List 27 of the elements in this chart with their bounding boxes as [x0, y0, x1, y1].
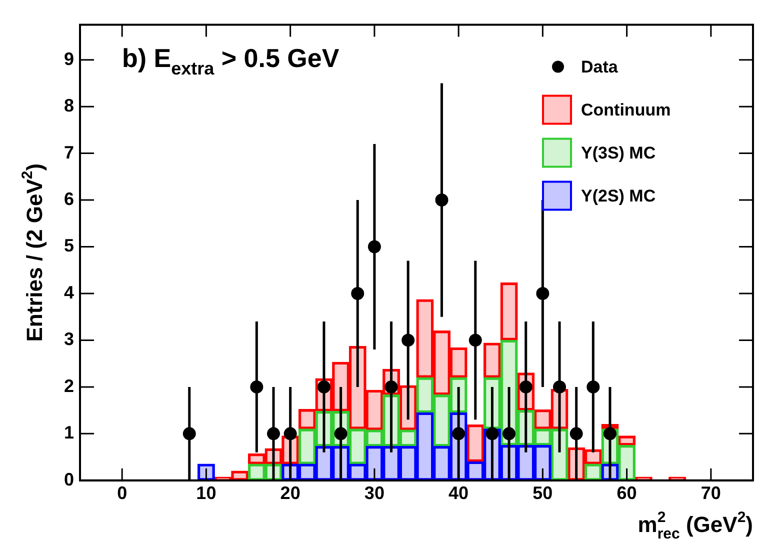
bar — [466, 424, 484, 462]
legend-label: Υ(3S) MC — [581, 143, 656, 162]
y-tick-label: 6 — [64, 189, 74, 209]
y-tick-label: 8 — [64, 96, 74, 116]
x-tick-label: 40 — [448, 483, 469, 504]
x-tick-label: 30 — [364, 483, 384, 504]
bar — [483, 342, 501, 378]
bar — [618, 436, 636, 446]
y-tick-label: 2 — [64, 376, 74, 396]
x-tick-label: 10 — [196, 483, 216, 504]
y-tick-label: 0 — [64, 469, 74, 490]
x-tick-label: 70 — [700, 483, 721, 504]
legend-label: Data — [581, 57, 618, 76]
y-tick-label: 5 — [64, 236, 74, 256]
y-tick-label: 7 — [64, 142, 74, 162]
y-tick-label: 3 — [64, 329, 74, 350]
bar — [500, 282, 518, 341]
x-tick-label: 0 — [117, 483, 128, 504]
y-tick-label: 9 — [64, 48, 74, 69]
y-axis-title: Entries / (2 GeV2) — [19, 163, 47, 342]
x-tick-label: 50 — [532, 483, 553, 504]
y-tick-label: 1 — [64, 422, 74, 443]
legend-label: Continuum — [581, 100, 671, 120]
y-tick-label: 4 — [64, 282, 74, 302]
x-tick-label: 20 — [280, 483, 300, 504]
x-tick-label: 60 — [616, 483, 637, 504]
legend-label: Υ(2S) MC — [581, 186, 656, 206]
